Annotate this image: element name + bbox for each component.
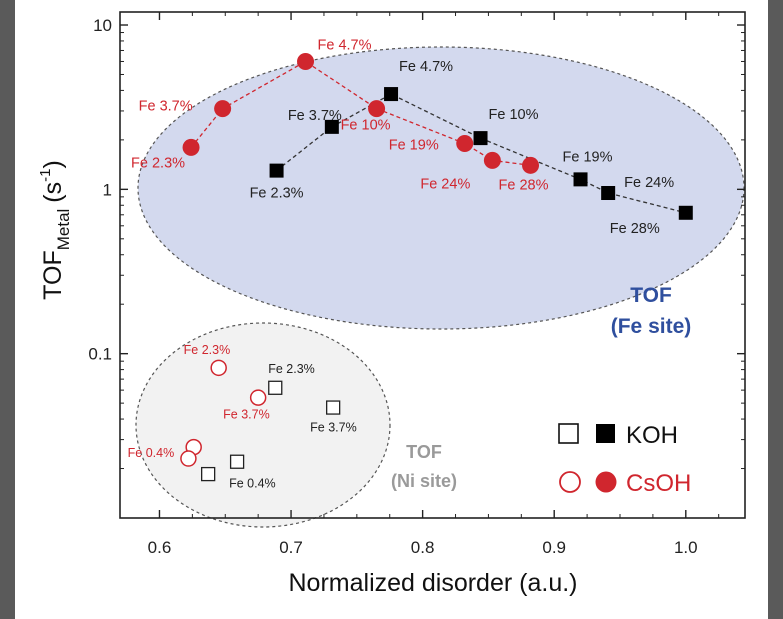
y-tick-label: 1	[103, 180, 112, 199]
csoh-fe-marker	[214, 100, 232, 118]
y-tick-label: 0.1	[88, 345, 112, 364]
data-label: Fe 19%	[563, 149, 613, 165]
y-axis-label: TOFMetal (s-1)	[37, 160, 73, 300]
data-label: Fe 2.3%	[268, 362, 315, 376]
csoh-fe-marker	[297, 52, 315, 70]
data-labels: Fe 2.3% Fe 3.7% Fe 4.7% Fe 10% Fe 19% Fe 24% F…	[128, 37, 675, 490]
fe-region-label-line1: TOF	[630, 284, 672, 307]
csoh-fe-marker	[182, 138, 200, 156]
data-label: Fe 0.4%	[128, 446, 175, 460]
data-label: Fe 3.7%	[288, 108, 342, 124]
x-tick-label: 0.9	[542, 538, 566, 557]
koh-fe-marker	[473, 131, 488, 146]
data-label: Fe 19%	[389, 138, 439, 154]
koh-fe-marker	[678, 205, 693, 220]
data-label: Fe 3.7%	[223, 408, 270, 422]
data-markers	[180, 52, 693, 482]
koh-fe-marker	[324, 119, 339, 134]
x-tick-label: 1.0	[674, 538, 698, 557]
legend-csoh-filled-marker	[595, 471, 617, 493]
koh-ni-marker	[229, 454, 245, 469]
x-tick-label: 0.8	[411, 538, 435, 557]
data-label: Fe 2.3%	[184, 343, 231, 357]
y-axis-label-sub: Metal	[54, 209, 73, 251]
y-axis-label-unit: (s	[39, 182, 67, 203]
csoh-fe-marker	[456, 135, 474, 153]
x-tick-labels: 0.6 0.7 0.8 0.9 1.0	[148, 538, 698, 557]
legend: KOH CsOH	[558, 422, 691, 497]
data-label: Fe 3.7%	[139, 99, 193, 115]
fe-site-region	[137, 46, 745, 330]
y-tick-labels: 10 1 0.1	[88, 16, 112, 364]
x-tick-label: 0.6	[148, 538, 172, 557]
y-axis-label-exp: -1	[37, 169, 54, 182]
data-label: Fe 28%	[610, 221, 660, 237]
koh-fe-marker	[601, 186, 616, 201]
axis-ticks	[120, 12, 745, 518]
koh-ni-marker	[268, 380, 283, 395]
koh-ni-marker	[201, 466, 216, 482]
ni-region-label-line1: TOF	[406, 442, 442, 462]
data-label: Fe 2.3%	[131, 155, 185, 171]
x-tick-label: 0.7	[279, 538, 303, 557]
data-label: Fe 10%	[341, 118, 391, 134]
fe-region-label-line2: (Fe site)	[611, 315, 692, 338]
csoh-ni-marker	[210, 359, 227, 377]
csoh-fe-marker	[368, 100, 386, 118]
x-axis-label: Normalized disorder (a.u.)	[289, 569, 578, 597]
data-label: Fe 3.7%	[310, 421, 357, 435]
legend-csoh-label: CsOH	[626, 470, 691, 497]
y-axis-label-unit-close: )	[39, 160, 67, 168]
csoh-ni-marker	[180, 450, 197, 467]
data-label: Fe 4.7%	[318, 37, 372, 53]
data-label: Fe 10%	[489, 107, 539, 123]
csoh-fe-marker	[522, 156, 540, 174]
csoh-fe-marker	[483, 151, 501, 169]
data-label: Fe 4.7%	[399, 59, 453, 75]
legend-koh-filled-marker	[596, 424, 615, 443]
y-axis-label-main: TOF	[39, 250, 67, 300]
y-tick-label: 10	[93, 16, 112, 35]
ni-site-region	[135, 322, 391, 528]
data-label: Fe 28%	[499, 177, 549, 193]
figure-panel: 0.6 0.7 0.8 0.9 1.0 10 1 0.1 Fe 2.3% Fe 3.7% Fe …	[15, 0, 768, 619]
legend-csoh-open-marker	[559, 471, 581, 493]
data-label: Fe 2.3%	[250, 186, 304, 202]
csoh-ni-marker	[249, 389, 267, 406]
koh-fe-marker	[573, 172, 588, 187]
plot-frame	[119, 11, 746, 519]
koh-fe-marker	[384, 87, 399, 102]
koh-fe-marker	[269, 163, 284, 178]
ni-region-label-line2: (Ni site)	[391, 471, 457, 491]
data-label: Fe 24%	[420, 176, 470, 192]
data-label: Fe 0.4%	[229, 477, 276, 491]
koh-ni-marker	[326, 400, 341, 415]
legend-koh-label: KOH	[626, 422, 678, 449]
data-label: Fe 24%	[624, 175, 674, 191]
legend-koh-open-marker	[558, 423, 579, 444]
